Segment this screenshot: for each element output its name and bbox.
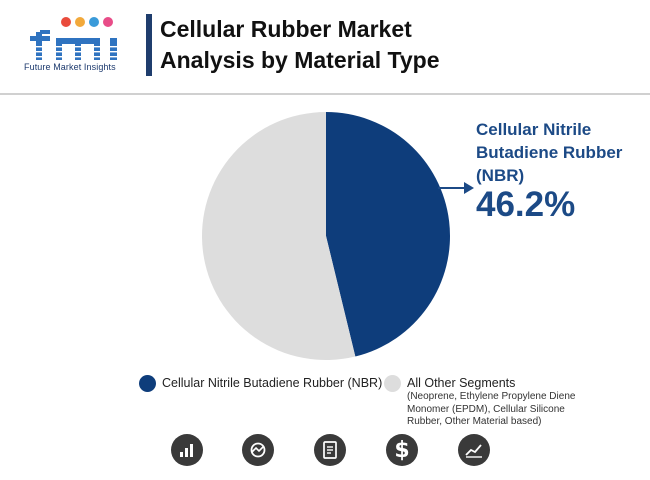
bar-chart-icon [171, 434, 203, 466]
legend-item-nbr: Cellular Nitrile Butadiene Rubber (NBR) [139, 375, 382, 392]
legend-item-other: All Other Segments (Neoprene, Ethylene P… [384, 375, 582, 429]
footer-icons: $ [0, 434, 650, 470]
callout-label: Cellular Nitrile Butadiene Rubber (NBR) [476, 120, 623, 185]
logo-caption: Future Market Insights [24, 62, 116, 72]
logo: Future Market Insights [22, 10, 132, 76]
dollar-icon: $ [386, 434, 418, 466]
legend-label-other: All Other Segments [407, 376, 516, 390]
title-line-2: Analysis by Material Type [160, 47, 440, 73]
legend-label-nbr: Cellular Nitrile Butadiene Rubber (NBR) [162, 376, 383, 390]
title-accent-bar [146, 14, 152, 76]
analytics-icon [242, 434, 274, 466]
legend-swatch-other [384, 375, 401, 392]
callout-value: 46.2% [476, 185, 576, 224]
pie-slice-nbr [326, 112, 450, 357]
pie-chart [202, 112, 450, 360]
header-divider [0, 93, 650, 95]
legend-sublabel-other: (Neoprene, Ethylene Propylene Diene Mono… [407, 391, 576, 427]
document-icon [314, 434, 346, 466]
legend-swatch-nbr [139, 375, 156, 392]
page-title: Cellular Rubber Market Analysis by Mater… [160, 14, 440, 76]
callout-arrow [438, 182, 474, 194]
title-line-1: Cellular Rubber Market [160, 16, 412, 42]
fmi-logo-icon [28, 17, 128, 60]
pie-slice-other [202, 112, 356, 360]
growth-chart-icon [458, 434, 490, 466]
header: Future Market Insights Cellular Rubber M… [0, 0, 650, 92]
